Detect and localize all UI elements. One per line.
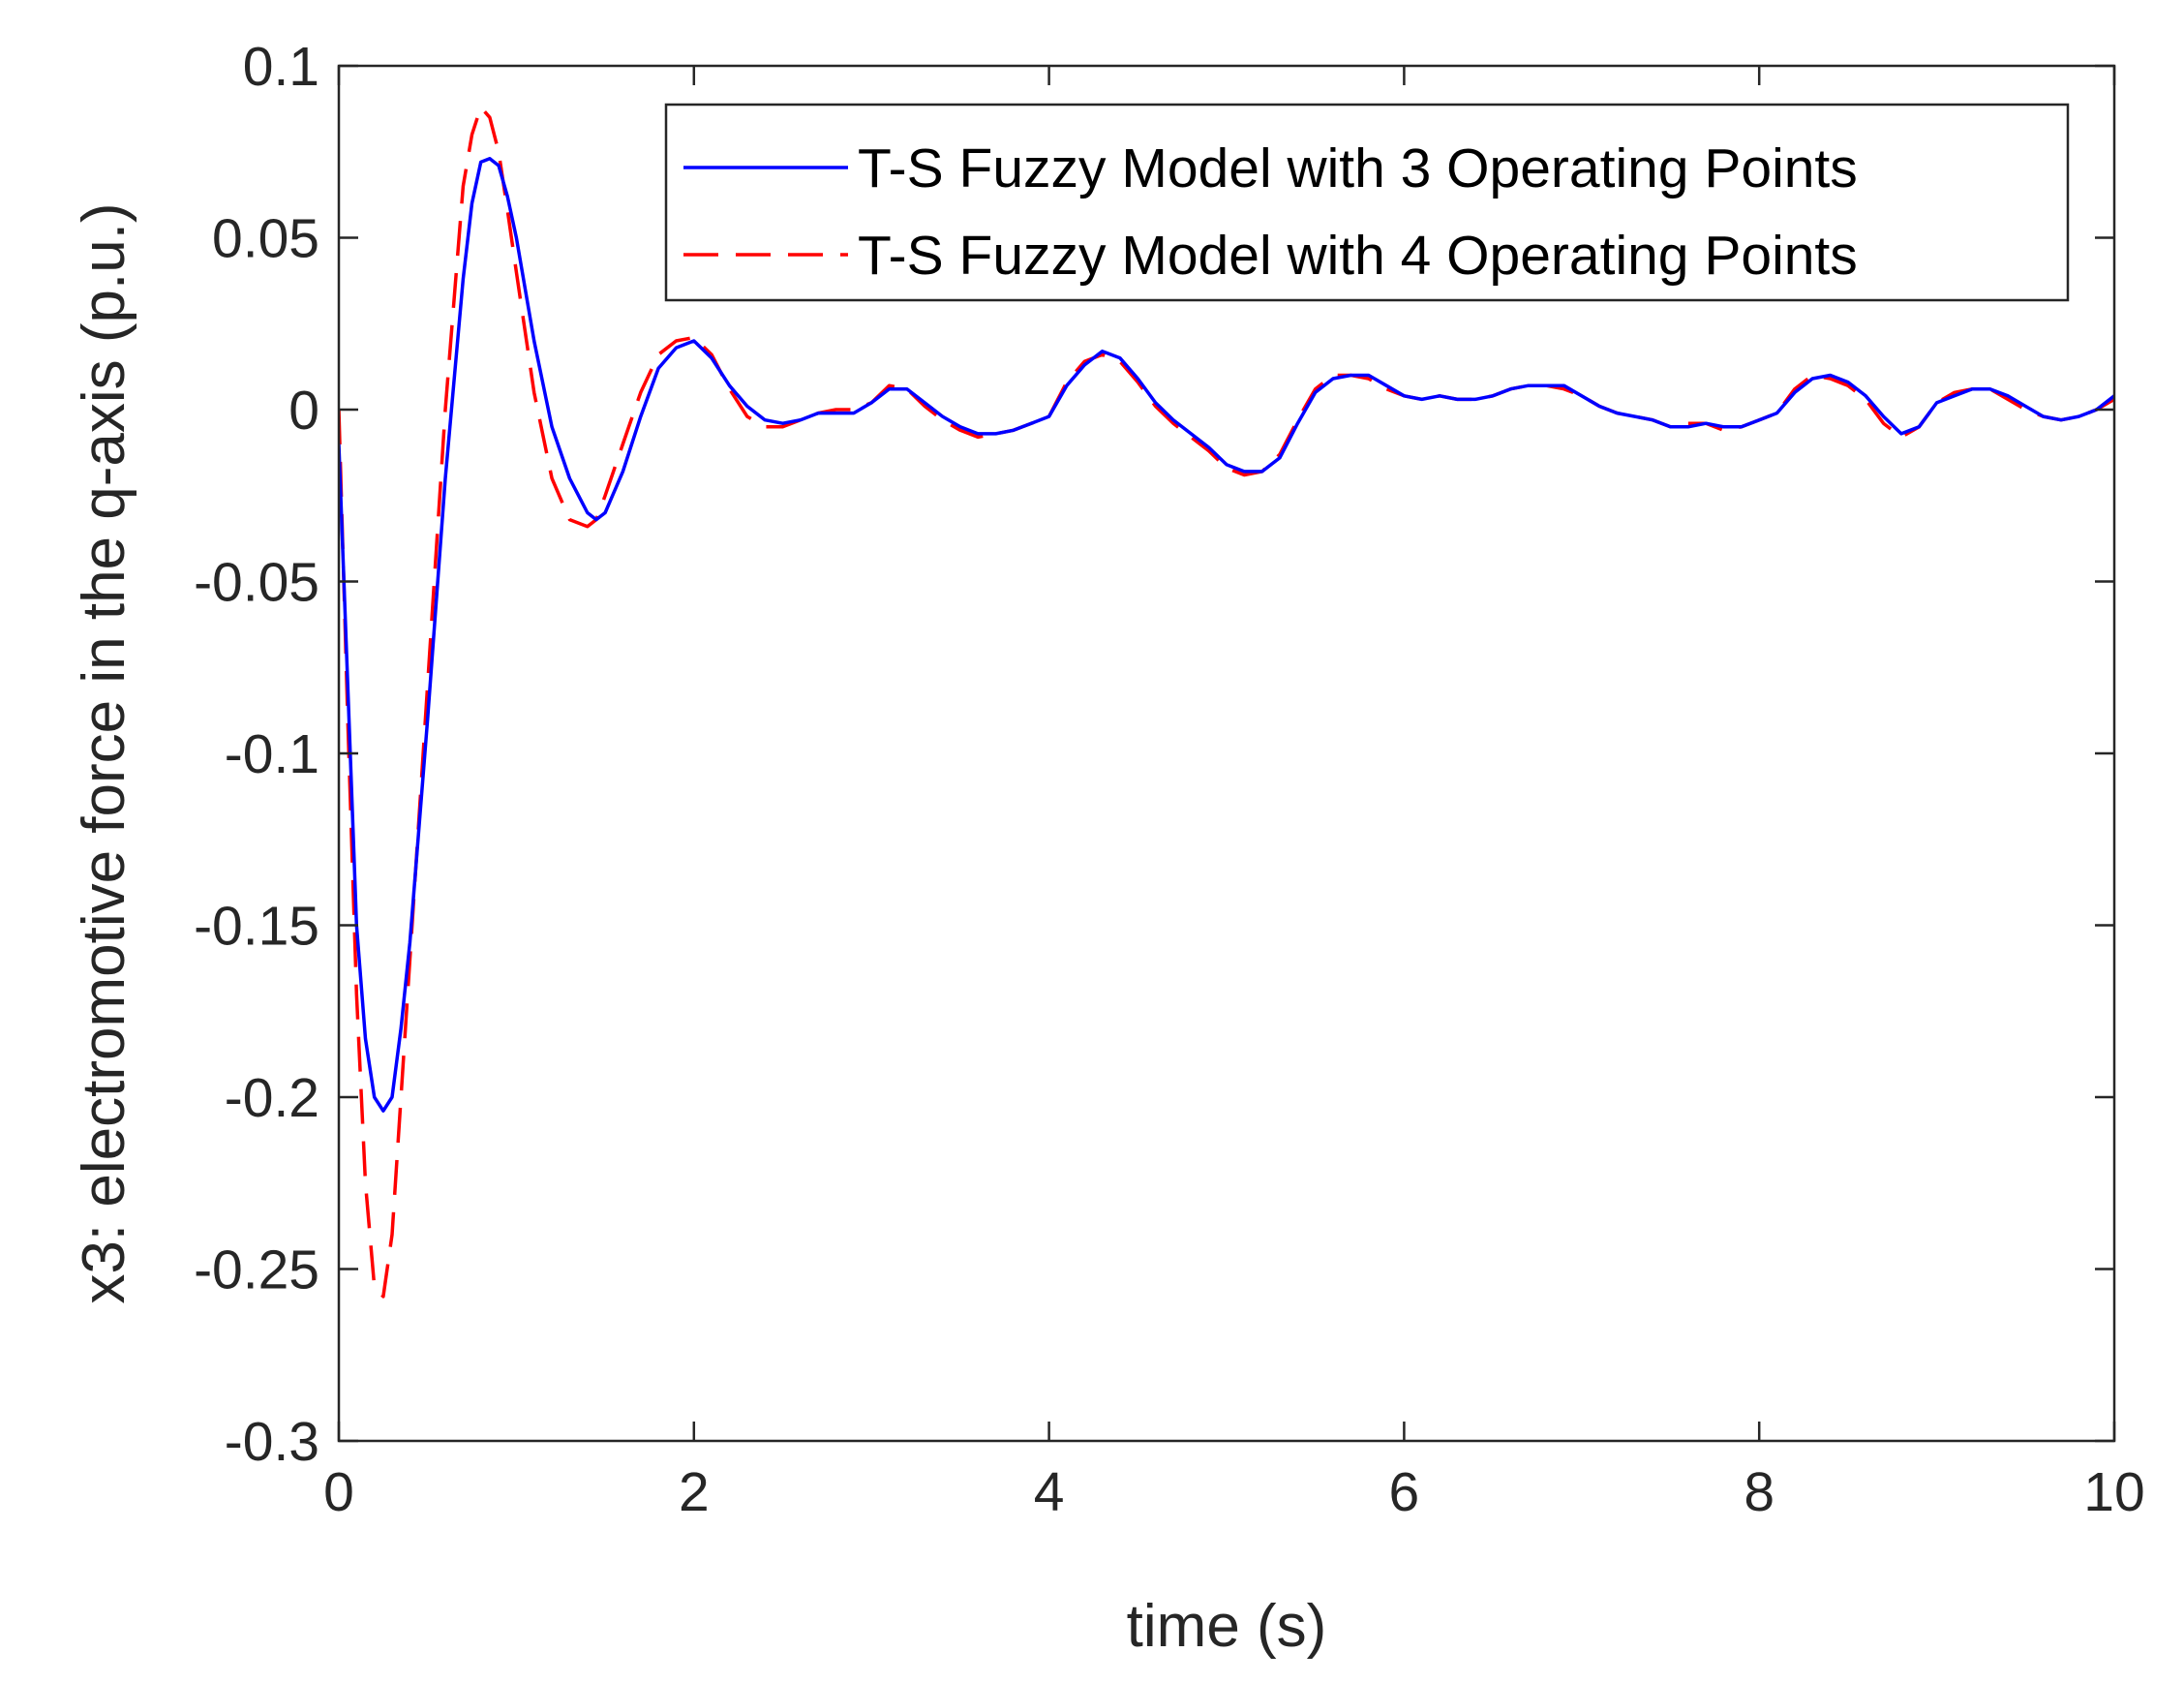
legend-label-series-4-points: T-S Fuzzy Model with 4 Operating Points (858, 225, 1858, 287)
x-axis-label: time (s) (1127, 1593, 1327, 1660)
legend-box (664, 103, 2070, 302)
y-tick-label-6: 0 (288, 380, 319, 442)
y-tick-label-8: 0.1 (243, 36, 319, 98)
y-tick-label-4: -0.1 (225, 723, 319, 785)
series-layer (339, 105, 2114, 1299)
y-tick-label-0: -0.3 (225, 1411, 319, 1473)
x-tick-label-5: 10 (2083, 1461, 2144, 1523)
series-line-3-points (339, 157, 2114, 1113)
x-tick-label-3: 6 (1389, 1461, 1420, 1523)
y-tick-label-5: -0.05 (194, 552, 319, 614)
y-axis-label: x3: electromotive force in the q-axis (p… (71, 202, 137, 1303)
series-line-4-points (339, 105, 2114, 1299)
x-tick-label-0: 0 (323, 1461, 354, 1523)
x-tick-label-1: 2 (679, 1461, 710, 1523)
x-tick-label-4: 8 (1744, 1461, 1774, 1523)
tick-labels: 0 2 4 6 8 10 -0.3 -0.25 -0.2 -0.15 -0.1 -0.05 0 0.05 0… (194, 36, 2145, 1523)
legend: T-S Fuzzy Model with 3 Operating Points … (664, 103, 2070, 302)
y-tick-label-2: -0.2 (225, 1067, 319, 1129)
y-tick-label-7: 0.05 (212, 208, 319, 270)
x-tick-label-2: 4 (1034, 1461, 1065, 1523)
ticks-layer (337, 64, 2116, 1443)
legend-label-series-3-points: T-S Fuzzy Model with 3 Operating Points (858, 138, 1858, 199)
y-tick-label-3: -0.15 (194, 896, 319, 958)
y-tick-label-1: -0.25 (194, 1239, 319, 1301)
